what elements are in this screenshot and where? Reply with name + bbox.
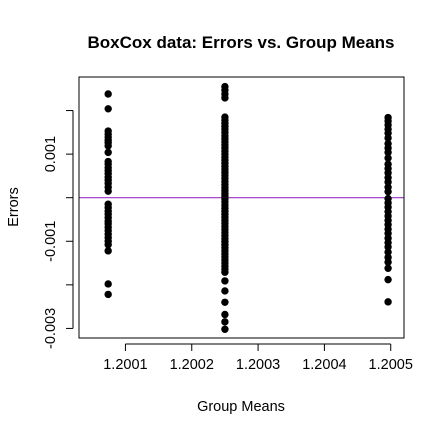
- data-points: [104, 82, 392, 333]
- data-point: [221, 298, 229, 306]
- data-point: [221, 94, 229, 102]
- data-point: [104, 241, 112, 249]
- plot-frame: [78, 76, 405, 339]
- data-point: [221, 310, 229, 319]
- data-point: [104, 290, 112, 299]
- data-point: [104, 280, 112, 288]
- data-point: [384, 148, 392, 157]
- data-point: [221, 268, 229, 276]
- chart-title: BoxCox data: Errors vs. Group Means: [87, 33, 394, 52]
- y-tick-label: -0.001: [43, 221, 59, 262]
- data-point: [384, 243, 392, 251]
- data-point: [221, 287, 229, 295]
- data-point: [104, 142, 112, 150]
- y-tick-label: 0.001: [43, 136, 59, 172]
- data-point: [384, 275, 392, 284]
- x-tick-label: 1.2005: [369, 357, 413, 373]
- x-axis: 1.2001 1.2002 1.2003 1.2004 1.2005: [103, 343, 413, 373]
- data-point: [104, 247, 112, 255]
- data-point: [384, 187, 392, 196]
- y-axis: -0.003 -0.001 0.001: [43, 110, 74, 349]
- x-tick-label: 1.2004: [302, 357, 346, 373]
- data-point: [384, 298, 392, 306]
- data-point: [384, 258, 392, 266]
- data-point: [384, 178, 392, 186]
- y-axis-label: Errors: [6, 187, 22, 226]
- data-point: [104, 105, 112, 113]
- data-point: [104, 148, 112, 157]
- data-point: [384, 248, 392, 256]
- x-tick-label: 1.2001: [103, 357, 147, 373]
- x-tick-label: 1.2003: [236, 357, 280, 373]
- data-point: [384, 134, 392, 142]
- data-point: [221, 277, 229, 285]
- data-point: [221, 325, 229, 333]
- data-point: [384, 154, 392, 162]
- data-point: [104, 187, 112, 195]
- data-point: [221, 318, 229, 326]
- data-point: [104, 90, 112, 98]
- y-tick-label: -0.003: [43, 308, 59, 349]
- x-tick-label: 1.2002: [170, 357, 214, 373]
- data-point: [384, 264, 392, 272]
- x-axis-label: Group Means: [197, 399, 285, 415]
